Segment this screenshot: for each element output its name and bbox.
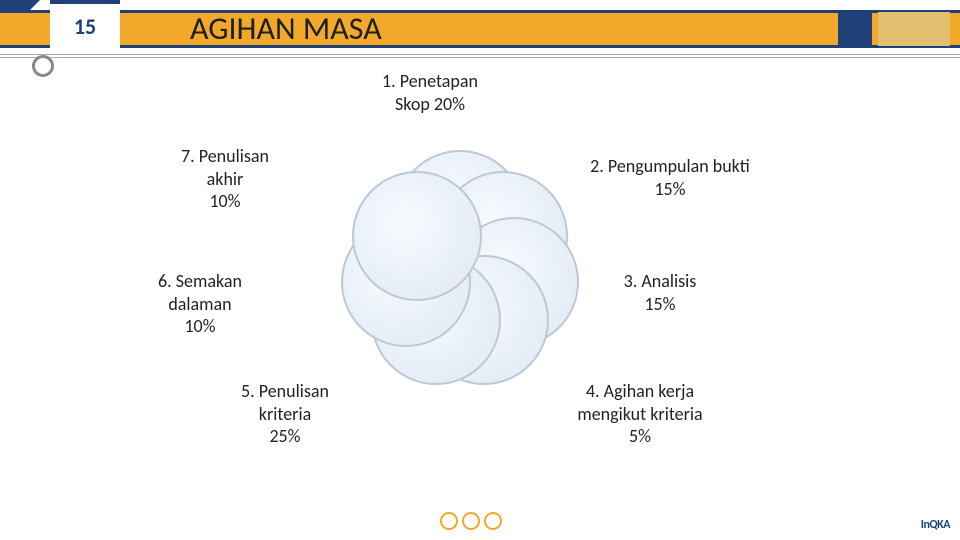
- segment-label-4: 4. Agihan kerjamengikut kriteria5%: [545, 380, 735, 448]
- university-logo: [878, 12, 950, 46]
- label-line: 25%: [210, 425, 360, 448]
- label-line: 1. Penetapan: [360, 70, 500, 93]
- label-line: Skop 20%: [360, 93, 500, 116]
- label-line: 5%: [545, 425, 735, 448]
- segment-label-5: 5. Penulisankriteria25%: [210, 380, 360, 448]
- label-line: 15%: [560, 178, 780, 201]
- segment-label-7: 7. Penulisanakhir10%: [155, 145, 295, 213]
- slide-header: 15 AGIHAN MASA: [0, 0, 960, 52]
- header-rule: [0, 54, 960, 58]
- bullet-marker: [32, 55, 54, 77]
- label-line: 10%: [130, 315, 270, 338]
- header-stripe: [0, 10, 960, 48]
- page-title: AGIHAN MASA: [190, 10, 382, 48]
- label-line: mengikut kriteria: [545, 403, 735, 426]
- footer-logo-text: InQKA: [921, 518, 950, 532]
- label-line: 5. Penulisan: [210, 380, 360, 403]
- petal: [352, 171, 482, 301]
- label-line: 15%: [590, 293, 730, 316]
- label-line: 4. Agihan kerja: [545, 380, 735, 403]
- label-line: dalaman: [130, 293, 270, 316]
- segment-label-1: 1. PenetapanSkop 20%: [360, 70, 500, 115]
- label-line: kriteria: [210, 403, 360, 426]
- crest-logo: [838, 12, 872, 46]
- time-allocation-diagram: 1. PenetapanSkop 20%2. Pengumpulan bukti…: [0, 80, 960, 510]
- label-line: akhir: [155, 168, 295, 191]
- segment-label-2: 2. Pengumpulan bukti15%: [560, 155, 780, 200]
- petal-group: [340, 150, 580, 390]
- segment-label-3: 3. Analisis15%: [590, 270, 730, 315]
- label-line: 3. Analisis: [590, 270, 730, 293]
- footer-ornament: [440, 512, 502, 530]
- segment-label-6: 6. Semakandalaman10%: [130, 270, 270, 338]
- label-line: 7. Penulisan: [155, 145, 295, 168]
- label-line: 10%: [155, 190, 295, 213]
- label-line: 2. Pengumpulan bukti: [560, 155, 780, 178]
- label-line: 6. Semakan: [130, 270, 270, 293]
- page-number: 15: [50, 0, 120, 48]
